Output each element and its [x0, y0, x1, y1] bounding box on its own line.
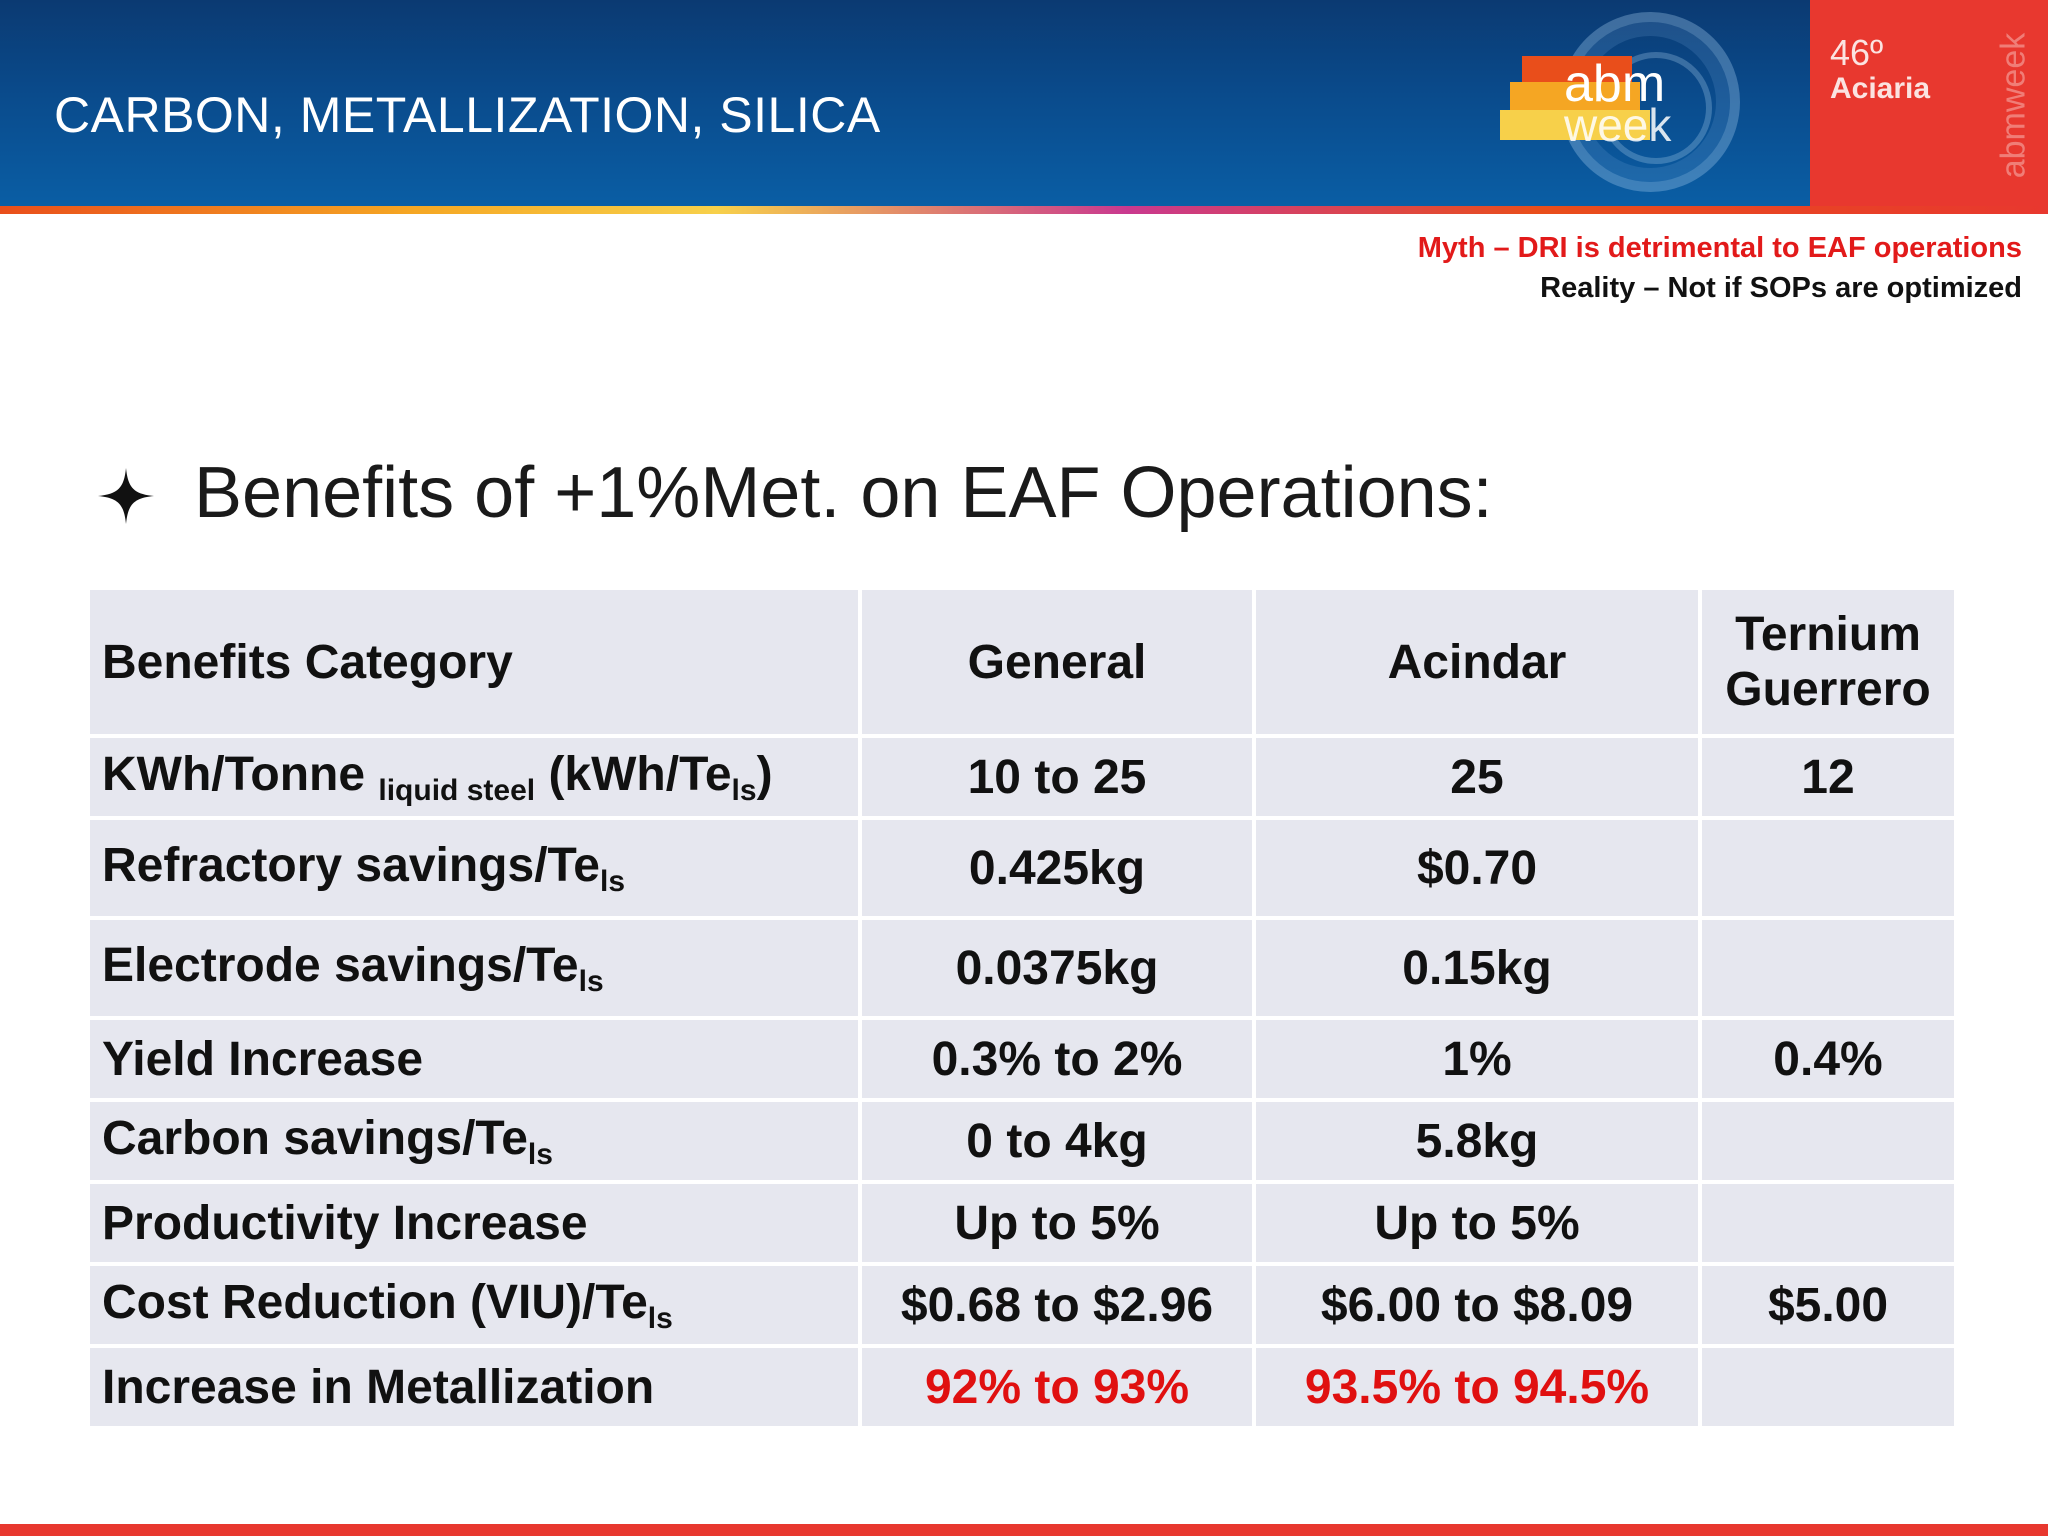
cell-general: 0 to 4kg: [858, 1098, 1256, 1184]
logo-stripes: [1500, 56, 1670, 146]
cell-general: 10 to 25: [858, 734, 1256, 820]
cell-acindar-highlight: 93.5% to 94.5%: [1252, 1344, 1702, 1430]
cell-ternium: 12: [1698, 734, 1958, 820]
event-panel: [1810, 0, 2048, 212]
cell-general: Up to 5%: [858, 1180, 1256, 1266]
column-header-category: Benefits Category: [86, 586, 862, 738]
table-row: Increase in Metallization 92% to 93% 93.…: [86, 1344, 1958, 1430]
cell-general: $0.68 to $2.96: [858, 1262, 1256, 1348]
color-stripe-divider: [0, 206, 2048, 214]
cell-general-highlight: 92% to 93%: [858, 1344, 1256, 1430]
table-row: Cost Reduction (VIU)/Tels $0.68 to $2.96…: [86, 1262, 1958, 1348]
reality-note: Reality – Not if SOPs are optimized: [1540, 272, 2022, 304]
section-heading: Benefits of +1%Met. on EAF Operations:: [194, 453, 1493, 533]
table-row: Carbon savings/Tels 0 to 4kg 5.8kg: [86, 1098, 1958, 1184]
row-category: Refractory savings/Tels: [86, 816, 862, 920]
slide-title: CARBON, METALLIZATION, SILICA: [54, 87, 881, 143]
myth-note: Myth – DRI is detrimental to EAF operati…: [1417, 232, 2022, 264]
table-row: Refractory savings/Tels 0.425kg $0.70: [86, 816, 1958, 920]
column-header-ternium-guerrero: Ternium Guerrero: [1698, 586, 1958, 738]
cell-acindar: Up to 5%: [1252, 1180, 1702, 1266]
benefits-table: Benefits Category General Acindar Terniu…: [86, 586, 1958, 1430]
vertical-brand-text: abmweek: [1994, 32, 2033, 179]
row-category: Electrode savings/Tels: [86, 916, 862, 1020]
cell-ternium: 0.4%: [1698, 1016, 1958, 1102]
cell-acindar: $0.70: [1252, 816, 1702, 920]
row-category: Cost Reduction (VIU)/Tels: [86, 1262, 862, 1348]
cell-acindar: 1%: [1252, 1016, 1702, 1102]
table-row: Electrode savings/Tels 0.0375kg 0.15kg: [86, 916, 1958, 1020]
row-category: Yield Increase: [86, 1016, 862, 1102]
table-header-row: Benefits Category General Acindar Terniu…: [86, 586, 1958, 738]
logo-abm-text: abm: [1564, 55, 1666, 113]
row-category: Increase in Metallization: [86, 1344, 862, 1430]
event-name: Aciaria: [1830, 72, 1931, 105]
logo-week-text: week: [1564, 99, 1672, 151]
header-band: CARBON, METALLIZATION, SILICA abm week 4…: [0, 0, 2048, 212]
cell-acindar: $6.00 to $8.09: [1252, 1262, 1702, 1348]
cell-acindar: 5.8kg: [1252, 1098, 1702, 1184]
column-header-general: General: [858, 586, 1256, 738]
row-category: KWh/Tonne liquid steel (kWh/Tels): [86, 734, 862, 820]
cell-general: 0.3% to 2%: [858, 1016, 1256, 1102]
row-category: Carbon savings/Tels: [86, 1098, 862, 1184]
cell-general: 0.0375kg: [858, 916, 1256, 1020]
table-row: Yield Increase 0.3% to 2% 1% 0.4%: [86, 1016, 1958, 1102]
event-number: 46º: [1830, 32, 1884, 73]
table-row: Productivity Increase Up to 5% Up to 5%: [86, 1180, 1958, 1266]
column-header-acindar: Acindar: [1252, 586, 1702, 738]
table-row: KWh/Tonne liquid steel (kWh/Tels) 10 to …: [86, 734, 1958, 820]
cell-ternium: [1698, 1098, 1958, 1184]
cell-ternium: [1698, 1344, 1958, 1430]
cell-acindar: 0.15kg: [1252, 916, 1702, 1020]
row-category: Productivity Increase: [86, 1180, 862, 1266]
cell-acindar: 25: [1252, 734, 1702, 820]
four-point-star-bullet-icon: [98, 468, 154, 524]
cell-ternium: [1698, 816, 1958, 920]
cell-ternium: $5.00: [1698, 1262, 1958, 1348]
bottom-accent-bar: [0, 1524, 2048, 1536]
cell-ternium: [1698, 916, 1958, 1020]
cell-ternium: [1698, 1180, 1958, 1266]
cell-general: 0.425kg: [858, 816, 1256, 920]
